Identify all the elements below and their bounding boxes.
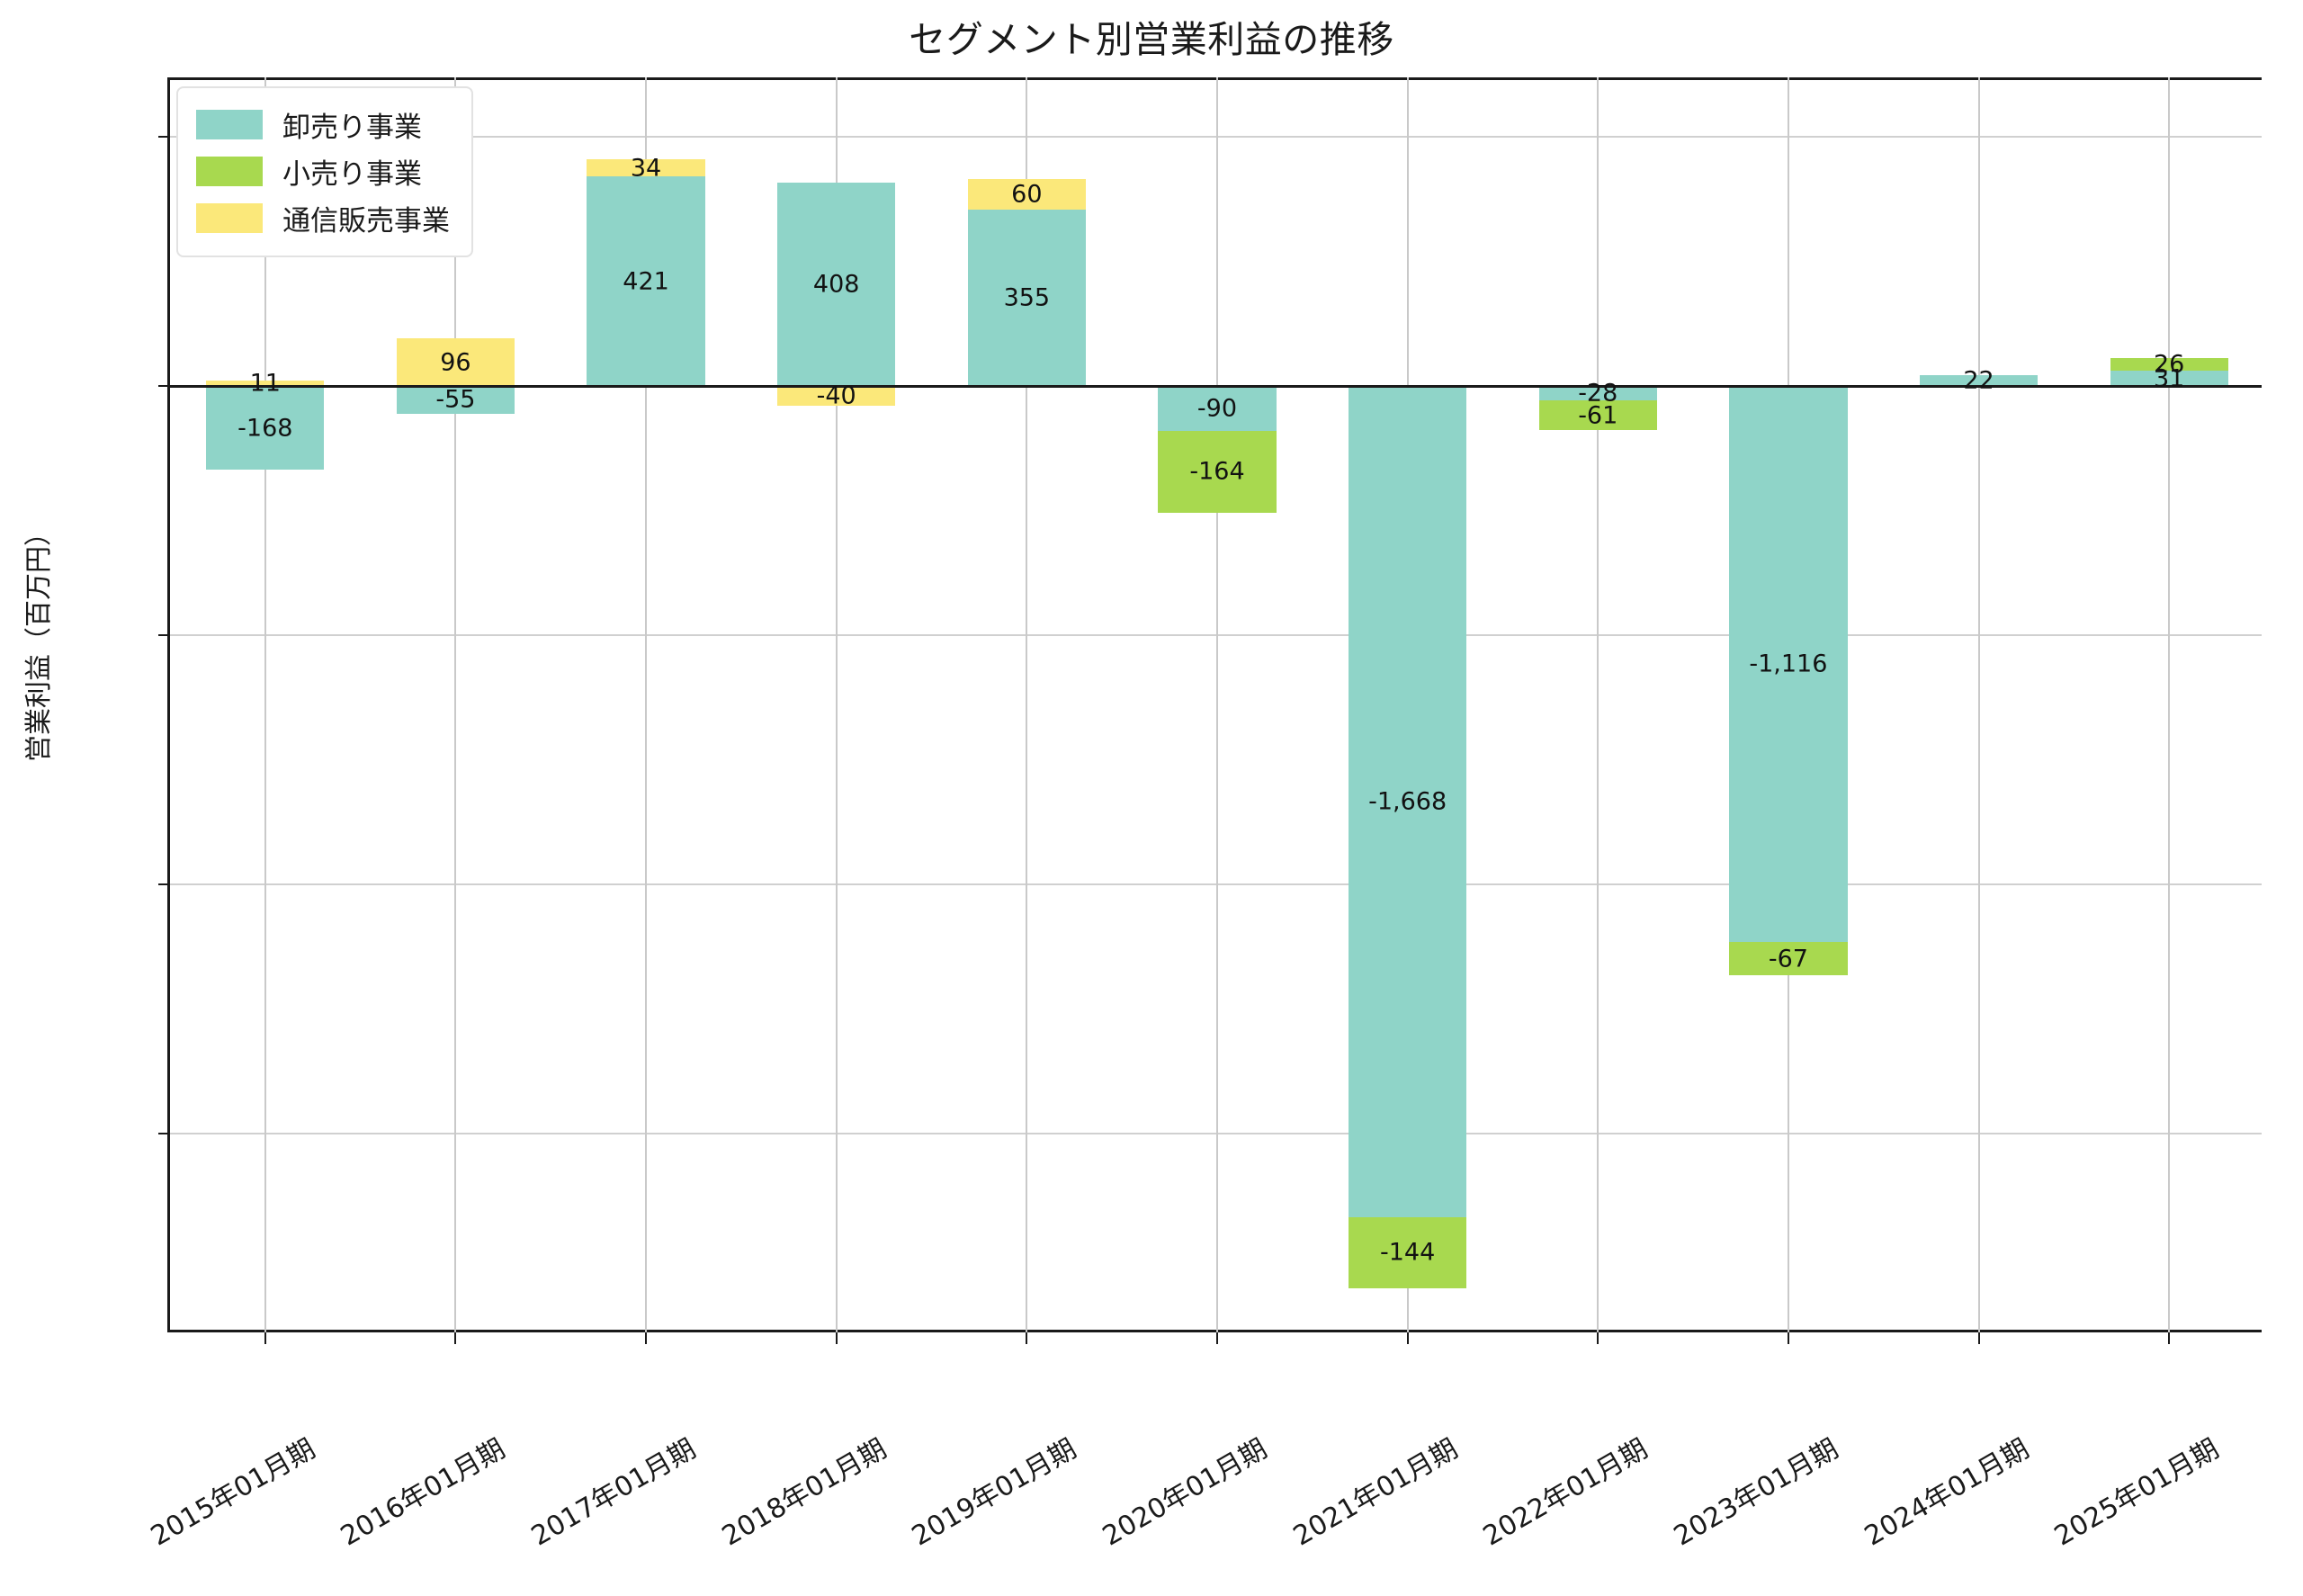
plot-area: -168 11 -55 96 421 34 408 -40 355 60 -90 -164 -1,668… (146, 77, 2262, 1553)
bar-group[interactable]: 421 34 (587, 77, 705, 1332)
bar-segment[interactable] (1729, 386, 1848, 942)
bar-segment[interactable] (1158, 431, 1277, 513)
gridline-vertical (264, 77, 266, 1332)
y-axis-label: 営業利益（百万円） (23, 519, 55, 762)
gridline-vertical (1216, 77, 1218, 1332)
x-tick-mark (835, 1332, 838, 1344)
x-tick-mark (1216, 1332, 1218, 1344)
bar-group[interactable]: 31 26 (2110, 77, 2228, 1332)
x-tick-mark (454, 1332, 457, 1344)
x-tick-mark (1597, 1332, 1600, 1344)
legend-color-swatch (196, 202, 263, 233)
page-title: セグメント別営業利益の推移 (909, 18, 1394, 61)
bar-segment[interactable] (396, 338, 515, 387)
x-tick-mark (2168, 1332, 2171, 1344)
gridline-vertical (1977, 77, 1980, 1332)
bar-group[interactable]: -28 -61 (1538, 77, 1657, 1332)
bar-segment[interactable] (396, 386, 515, 414)
chart-legend: 卸売り事業小売り事業通信販売事業 (176, 86, 473, 257)
bar-group[interactable]: -90 -164 (1158, 77, 1277, 1332)
x-tick-mark (645, 1332, 648, 1344)
bar-group[interactable]: 408 -40 (777, 77, 896, 1332)
legend-item-label: 卸売り事業 (282, 111, 422, 144)
gridline-horizontal (170, 1132, 2262, 1134)
bar-segment[interactable] (2110, 357, 2228, 372)
gridline-horizontal (170, 883, 2262, 885)
legend-item[interactable]: 小売り事業 (196, 148, 450, 194)
bar-group[interactable]: -168 11 (206, 77, 325, 1332)
legend-color-swatch (196, 109, 263, 139)
bar-group[interactable]: -55 96 (396, 77, 515, 1332)
bar-group[interactable]: -1,668 -144 (1349, 77, 1467, 1332)
bar-segment[interactable] (967, 179, 1086, 210)
gridline-horizontal (170, 136, 2262, 139)
bar-segment[interactable] (1729, 942, 1848, 976)
gridline-vertical (1597, 77, 1600, 1332)
bar-segment[interactable] (1158, 386, 1277, 432)
y-tick-mark (158, 883, 170, 885)
plot-top-border (170, 77, 2262, 80)
bar-segment[interactable] (206, 381, 325, 387)
y-tick-mark (158, 136, 170, 139)
legend-color-swatch (196, 156, 263, 186)
bar-group[interactable]: 355 60 (967, 77, 1086, 1332)
bar-group[interactable]: -1,116 -67 (1729, 77, 1848, 1332)
bar-segment[interactable] (777, 386, 896, 407)
bar-segment[interactable] (1349, 1216, 1467, 1289)
legend-item[interactable]: 通信販売事業 (196, 194, 450, 241)
gridline-vertical (645, 77, 648, 1332)
bar-segment[interactable] (2110, 371, 2228, 387)
bar-segment[interactable] (587, 176, 705, 387)
bar-segment[interactable] (587, 159, 705, 177)
bar-group[interactable]: 22 (1919, 77, 2039, 1332)
chart-figure: セグメント別営業利益の推移 営業利益（百万円） -168 11 -55 96 421 34… (23, 18, 2262, 1553)
gridline-vertical (2168, 77, 2171, 1332)
bar-segment[interactable] (1538, 399, 1657, 431)
x-tick-mark (1787, 1332, 1789, 1344)
plot-bottom-border (170, 1330, 2262, 1332)
legend-item-label: 通信販売事業 (282, 204, 450, 238)
bar-segment[interactable] (967, 209, 1086, 387)
bar-segment[interactable] (206, 386, 325, 471)
y-tick-mark (158, 385, 170, 388)
y-tick-mark (158, 1132, 170, 1134)
gridline-horizontal (170, 634, 2262, 636)
bar-segment[interactable] (1919, 375, 2039, 387)
x-tick-mark (1026, 1332, 1028, 1344)
legend-item[interactable]: 卸売り事業 (196, 101, 450, 148)
x-tick-mark (264, 1332, 266, 1344)
bar-segment[interactable] (777, 183, 896, 387)
gridline-vertical (835, 77, 838, 1332)
legend-item-label: 小売り事業 (282, 157, 422, 191)
zero-baseline (170, 385, 2262, 389)
bar-segment[interactable] (1538, 386, 1657, 400)
x-tick-mark (1977, 1332, 1980, 1344)
y-tick-mark (158, 634, 170, 636)
bar-segment[interactable] (1349, 386, 1467, 1217)
gridline-vertical (1026, 77, 1028, 1332)
gridline-vertical (454, 77, 457, 1332)
x-tick-mark (1406, 1332, 1409, 1344)
